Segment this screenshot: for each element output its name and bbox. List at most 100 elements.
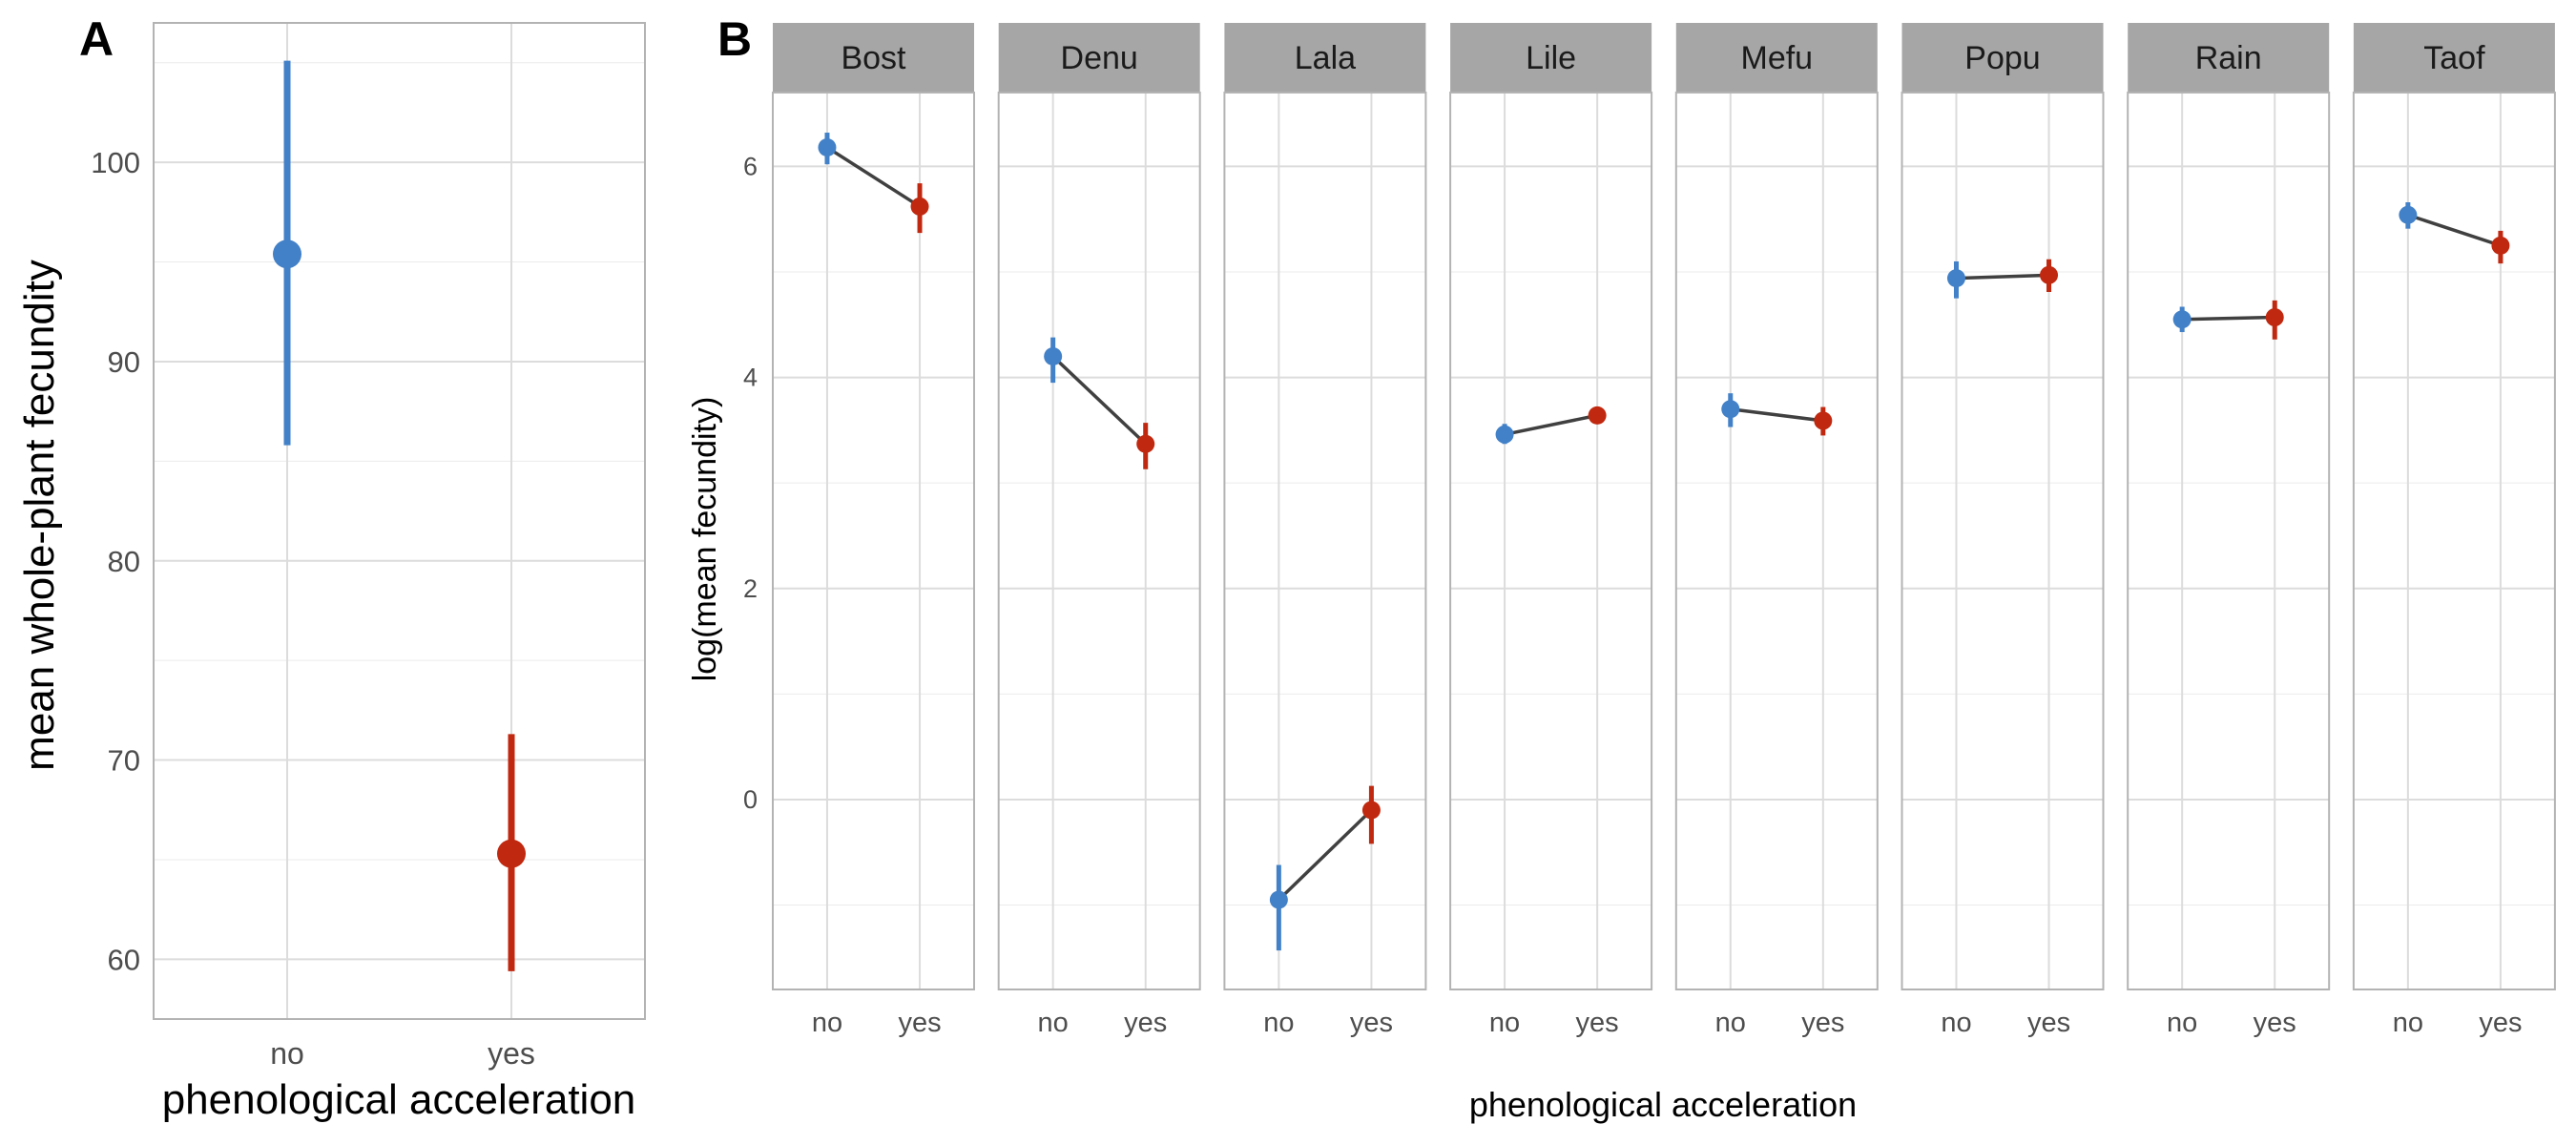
facet-point-yes: [1588, 406, 1607, 425]
facet-connecting-line: [826, 146, 921, 208]
panel-a-point-yes: [497, 839, 526, 868]
facet-strip: [1224, 23, 1426, 93]
facet-background: [1450, 93, 1652, 989]
facet-point-yes: [2491, 236, 2510, 255]
panel-b-y-tick-label: 6: [743, 152, 758, 180]
panel-a-y-tick-label: 60: [108, 943, 140, 976]
facet-connecting-line: [2182, 315, 2275, 322]
facet-strip-label: Denu: [1061, 40, 1138, 76]
panel-a-x-tick-label: yes: [488, 1036, 535, 1071]
facet-background: [1224, 93, 1426, 989]
facet-point-no: [1721, 400, 1740, 419]
facet-taof: Taof no yes: [2352, 23, 2556, 1038]
panel-a-background: [154, 23, 645, 1019]
facet-strip: [773, 23, 974, 93]
facet-point-no: [1269, 890, 1288, 909]
facet-point-yes: [2040, 265, 2059, 284]
facet-point-yes: [1814, 411, 1833, 430]
facet-point-no: [2399, 205, 2418, 224]
facet-border: [2352, 92, 2556, 990]
panel-b-y-tick-label: 2: [743, 574, 758, 603]
facet-border: [2127, 92, 2331, 990]
facet-connecting-line: [2407, 213, 2502, 248]
facet-rain: Rain no yes: [2127, 23, 2331, 1038]
facet-strip: [2353, 23, 2555, 93]
facet-x-tick-label: no: [1263, 1008, 1294, 1038]
facet-border: [997, 92, 1201, 990]
facet-x-tick-label: no: [1489, 1008, 1520, 1038]
facet-strip: [1675, 23, 1878, 93]
panel-a-y-axis-title: mean whole-plant fecundity: [16, 260, 63, 771]
panel-b-y-axis-title: log(mean fecundity): [687, 397, 723, 682]
panel-a-y-tick-label: 100: [91, 146, 140, 179]
facet-point-yes: [910, 197, 929, 216]
facet-mefu: Mefu no yes: [1674, 23, 1879, 1038]
facet-background: [1901, 93, 2104, 989]
facet-lile: Lile no yes: [1449, 23, 1653, 1038]
facet-strip-label: Mefu: [1741, 40, 1814, 76]
facet-strip-label: Taof: [2423, 40, 2485, 76]
panel-a-y-tick-label: 80: [108, 545, 140, 578]
facet-x-tick-label: yes: [2479, 1008, 2522, 1038]
facet-background: [773, 93, 974, 989]
facet-x-tick-label: yes: [898, 1008, 941, 1038]
facet-background: [998, 93, 1200, 989]
facet-x-tick-label: yes: [1801, 1008, 1844, 1038]
facet-x-tick-label: no: [1941, 1008, 1971, 1038]
facet-border: [1674, 92, 1879, 990]
facet-x-tick-label: no: [2393, 1008, 2423, 1038]
panel-b-label: B: [717, 12, 752, 66]
facet-denu: Denu no yes: [997, 23, 1201, 1038]
facet-strip-label: Lile: [1526, 40, 1576, 76]
facet-strip: [1901, 23, 2104, 93]
facet-background: [2353, 93, 2555, 989]
facet-strip-label: Popu: [1964, 40, 2040, 76]
facet-point-no: [2172, 310, 2192, 329]
facet-x-tick-label: yes: [2254, 1008, 2296, 1038]
facet-x-tick-label: no: [1715, 1008, 1746, 1038]
facet-bost: Bost no yes: [772, 23, 975, 1038]
facet-border: [1449, 92, 1653, 990]
facet-connecting-line: [1504, 413, 1598, 437]
facet-popu: Popu no yes: [1901, 23, 2105, 1038]
facet-strip-label: Lala: [1295, 40, 1356, 76]
facet-point-yes: [1136, 434, 1155, 453]
facet-point-no: [1044, 346, 1063, 365]
facet-point-yes: [2265, 308, 2284, 327]
facet-border: [1901, 92, 2105, 990]
facet-x-tick-label: no: [1038, 1008, 1069, 1038]
facet-x-tick-label: no: [812, 1008, 842, 1038]
panel-a-y-tick-label: 90: [108, 345, 140, 379]
panel-a-border: [153, 22, 646, 1020]
panel-a-label: A: [79, 12, 114, 66]
panel-b-y-tick-label: 4: [743, 364, 758, 392]
facet-x-tick-label: yes: [2027, 1008, 2070, 1038]
facet-strip: [2128, 23, 2330, 93]
facet-point-no: [1946, 269, 1965, 288]
facet-x-tick-label: yes: [1124, 1008, 1167, 1038]
facet-strip-label: Bost: [841, 40, 906, 76]
panel-b-y-tick-label: 0: [743, 785, 758, 814]
facet-x-tick-label: no: [2167, 1008, 2197, 1038]
panel-b-facets: 0 2 4 6 Bost no yes Denu no yes Lala no yes Lile no yes…: [743, 23, 2556, 1038]
panel-b-x-axis-title: phenological acceleration: [1469, 1085, 1857, 1124]
facet-x-tick-label: yes: [1576, 1008, 1619, 1038]
facet-strip: [1450, 23, 1652, 93]
panel-a-plot: 60 70 80 90 100 no yes: [91, 22, 646, 1071]
panel-a-y-tick-label: 70: [108, 744, 140, 778]
facet-connecting-line: [1051, 355, 1147, 446]
facet-border: [772, 92, 975, 990]
facet-strip-label: Rain: [2195, 40, 2262, 76]
facet-border: [1223, 92, 1427, 990]
facet-x-tick-label: yes: [1350, 1008, 1393, 1038]
facet-connecting-line: [1730, 407, 1824, 423]
panel-a-x-tick-label: no: [270, 1036, 304, 1071]
facet-connecting-line: [1956, 273, 2049, 281]
facet-point-yes: [1361, 801, 1381, 820]
facet-strip: [998, 23, 1200, 93]
facet-lala: Lala no yes: [1223, 23, 1427, 1038]
panel-a-point-no: [273, 239, 301, 269]
facet-point-no: [818, 138, 837, 157]
panel-a-x-axis-title: phenological acceleration: [162, 1076, 636, 1123]
